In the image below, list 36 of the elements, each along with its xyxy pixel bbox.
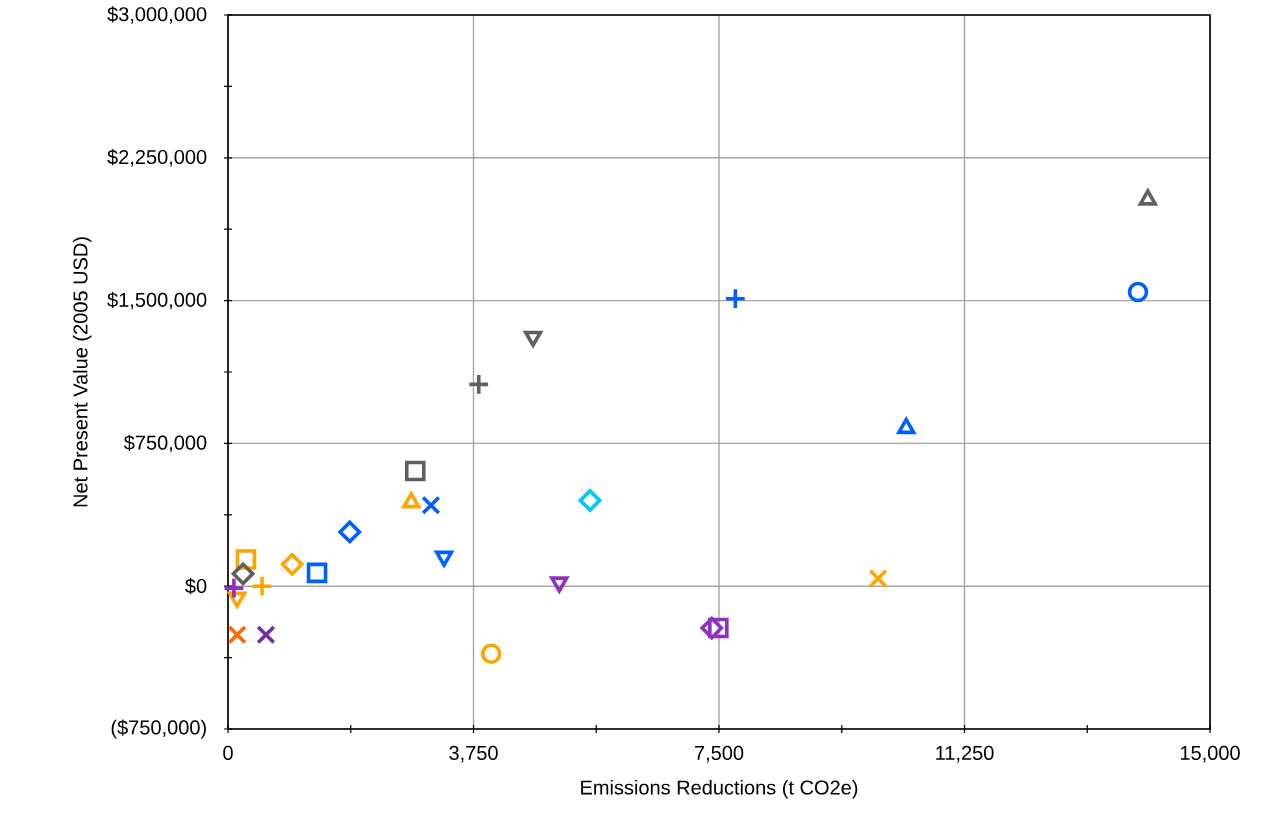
point	[1127, 281, 1149, 303]
point	[550, 576, 569, 593]
y-tick-label: ($750,000)	[111, 719, 206, 739]
point	[338, 520, 362, 544]
x-axis-title: Emissions Reductions (t CO2e)	[581, 779, 858, 799]
point	[897, 417, 916, 435]
point	[868, 568, 888, 589]
x-tick-label: 7,500	[695, 745, 744, 763]
point	[402, 492, 421, 509]
y-tick-label: $750,000	[123, 434, 207, 453]
point	[231, 562, 255, 586]
x-tick-label: 0	[223, 745, 233, 761]
point	[708, 617, 729, 639]
point	[222, 576, 246, 600]
x-tick-label: 3,750	[449, 745, 498, 763]
point	[434, 550, 454, 567]
y-tick-label: $0	[185, 578, 207, 595]
point	[280, 552, 304, 576]
x-tick-label: 11,250	[936, 745, 994, 763]
y-tick-label: $1,500,000	[107, 291, 207, 310]
point	[467, 373, 490, 396]
point	[480, 643, 502, 665]
y-axis-title: Net Present Value (2005 USD)	[72, 237, 92, 507]
point	[227, 625, 247, 645]
point	[724, 287, 747, 310]
point	[700, 616, 724, 640]
point	[421, 495, 441, 515]
point	[256, 625, 276, 645]
y-tick-label: $2,250,000	[107, 149, 207, 167]
point	[306, 562, 328, 584]
y-tick-label: $3,000,000	[107, 6, 207, 24]
point	[250, 575, 274, 598]
x-tick-label: 15,000	[1180, 745, 1240, 763]
point	[1138, 189, 1157, 206]
point	[578, 489, 602, 512]
point	[404, 460, 426, 482]
